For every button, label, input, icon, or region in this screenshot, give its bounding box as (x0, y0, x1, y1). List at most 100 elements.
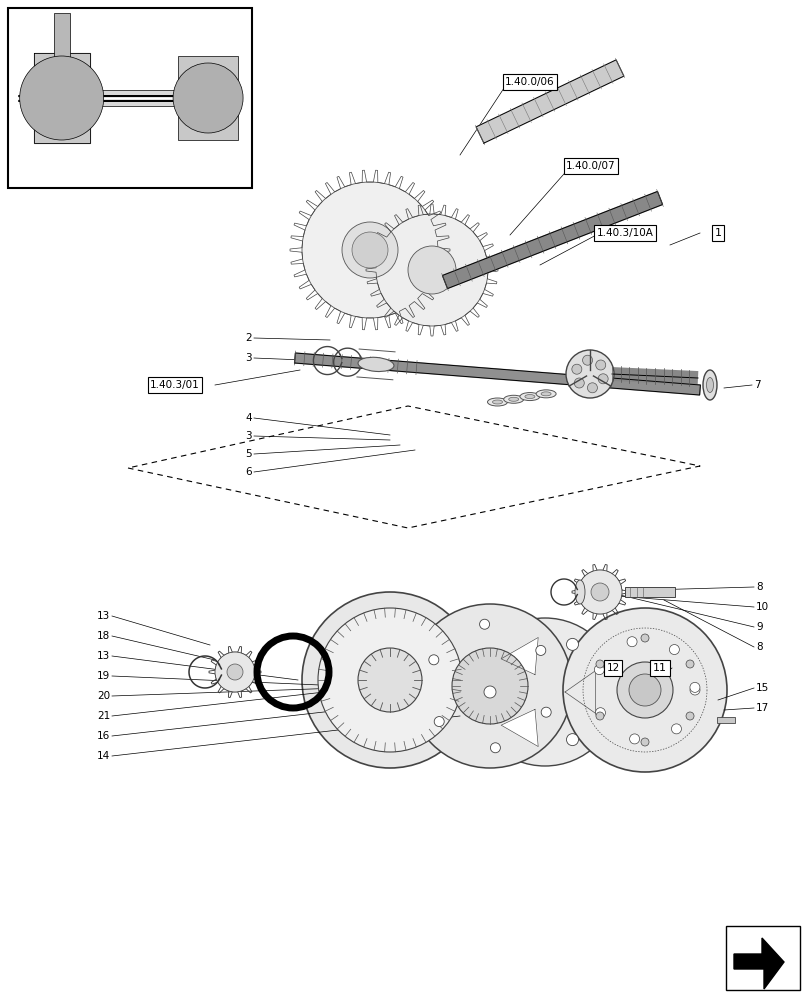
Circle shape (595, 360, 606, 370)
Text: 15: 15 (756, 683, 769, 693)
Circle shape (578, 570, 622, 614)
Text: 8: 8 (756, 642, 763, 652)
Ellipse shape (520, 393, 540, 401)
Ellipse shape (358, 357, 394, 372)
Circle shape (566, 350, 614, 398)
Circle shape (318, 608, 462, 752)
Text: 1: 1 (714, 228, 722, 238)
Circle shape (591, 583, 609, 601)
Bar (86, 90, 179, 106)
Polygon shape (34, 53, 90, 143)
Ellipse shape (525, 395, 535, 399)
Bar (53, 13, 69, 68)
Circle shape (583, 355, 592, 365)
Circle shape (563, 608, 727, 772)
Ellipse shape (493, 400, 503, 404)
Circle shape (32, 68, 91, 128)
Bar (57, 68, 67, 103)
Text: 16: 16 (97, 731, 110, 741)
Circle shape (671, 724, 681, 734)
Polygon shape (501, 709, 538, 747)
Circle shape (595, 665, 604, 675)
Bar (717, 717, 735, 723)
Circle shape (574, 378, 584, 388)
Text: 21: 21 (97, 711, 110, 721)
Circle shape (408, 246, 456, 294)
Circle shape (429, 655, 439, 665)
Circle shape (352, 232, 388, 268)
Circle shape (598, 374, 608, 384)
Bar (8, 8, 252, 188)
Circle shape (215, 652, 255, 692)
Circle shape (541, 707, 551, 717)
Text: 13: 13 (97, 651, 110, 661)
Ellipse shape (703, 370, 717, 400)
Circle shape (536, 645, 545, 655)
Circle shape (617, 662, 673, 718)
Text: 11: 11 (653, 663, 667, 673)
Text: 10: 10 (756, 602, 769, 612)
Circle shape (627, 637, 637, 647)
Text: 1.40.0/07: 1.40.0/07 (566, 161, 616, 171)
Bar (178, 56, 238, 140)
Polygon shape (565, 671, 595, 713)
Circle shape (452, 648, 528, 724)
Circle shape (641, 738, 649, 746)
Circle shape (629, 674, 661, 706)
Circle shape (596, 660, 604, 668)
Circle shape (669, 645, 680, 655)
Circle shape (572, 364, 582, 374)
Circle shape (641, 634, 649, 642)
Text: 20: 20 (97, 691, 110, 701)
Circle shape (173, 63, 243, 133)
Circle shape (471, 618, 619, 766)
Circle shape (566, 638, 579, 650)
Circle shape (302, 592, 478, 768)
Ellipse shape (487, 398, 507, 406)
Circle shape (49, 86, 74, 110)
Circle shape (480, 619, 490, 629)
Text: 5: 5 (246, 449, 252, 459)
Text: 3: 3 (246, 431, 252, 441)
Bar (625, 587, 675, 597)
Text: 12: 12 (606, 663, 620, 673)
Text: 9: 9 (756, 622, 763, 632)
Circle shape (198, 88, 218, 108)
Circle shape (686, 660, 694, 668)
Text: 17: 17 (756, 703, 769, 713)
Circle shape (587, 383, 597, 393)
Circle shape (595, 708, 605, 718)
Circle shape (302, 182, 438, 318)
Polygon shape (476, 60, 624, 143)
Circle shape (186, 76, 230, 120)
Text: 14: 14 (97, 751, 110, 761)
Circle shape (484, 686, 496, 698)
Polygon shape (295, 353, 701, 395)
Ellipse shape (541, 392, 551, 396)
Circle shape (342, 222, 398, 278)
Text: 1.40.3/10A: 1.40.3/10A (596, 228, 654, 238)
Text: 6: 6 (246, 467, 252, 477)
Text: 8: 8 (756, 582, 763, 592)
Text: 4: 4 (246, 413, 252, 423)
Ellipse shape (503, 395, 524, 403)
Ellipse shape (536, 390, 556, 398)
Circle shape (434, 717, 444, 727)
Text: 18: 18 (97, 631, 110, 641)
Text: 3: 3 (246, 353, 252, 363)
Text: 1.40.0/06: 1.40.0/06 (505, 77, 555, 87)
Circle shape (566, 734, 579, 746)
Polygon shape (501, 637, 538, 675)
Polygon shape (443, 191, 663, 289)
Polygon shape (734, 938, 784, 989)
Circle shape (629, 734, 640, 744)
Circle shape (490, 743, 500, 753)
Circle shape (596, 712, 604, 720)
Circle shape (19, 56, 103, 140)
Circle shape (686, 712, 694, 720)
Circle shape (408, 604, 572, 768)
Text: 2: 2 (246, 333, 252, 343)
Circle shape (227, 664, 243, 680)
Text: 19: 19 (97, 671, 110, 681)
Ellipse shape (575, 580, 585, 604)
